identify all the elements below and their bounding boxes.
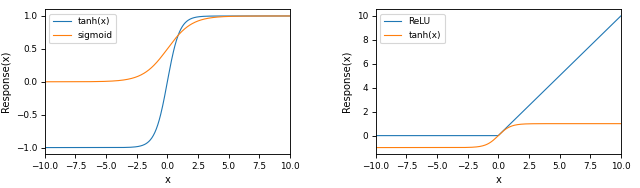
sigmoid — [242, 15, 250, 17]
Line: tanh(x): tanh(x) — [45, 16, 290, 148]
Legend: ReLU, tanh(x): ReLU, tanh(x) — [380, 14, 445, 43]
ReLU — [490, 134, 497, 137]
ReLU — [518, 112, 525, 114]
tanh(x) — [573, 123, 580, 125]
sigmoid — [286, 15, 294, 17]
X-axis label: x: x — [164, 175, 170, 185]
tanh(x) — [280, 15, 288, 17]
tanh(x) — [187, 18, 195, 20]
Line: ReLU: ReLU — [376, 16, 621, 136]
ReLU — [611, 21, 619, 23]
Line: sigmoid: sigmoid — [45, 16, 290, 82]
tanh(x) — [157, 111, 165, 113]
Line: tanh(x): tanh(x) — [376, 124, 621, 148]
tanh(x) — [159, 105, 166, 107]
ReLU — [573, 58, 580, 60]
tanh(x) — [41, 146, 49, 149]
Y-axis label: Response(x): Response(x) — [342, 51, 352, 112]
ReLU — [617, 15, 625, 17]
tanh(x) — [490, 139, 497, 141]
tanh(x) — [611, 123, 619, 125]
tanh(x) — [488, 140, 496, 142]
sigmoid — [187, 23, 195, 26]
tanh(x) — [242, 15, 250, 17]
sigmoid — [157, 56, 165, 58]
tanh(x) — [518, 123, 525, 125]
ReLU — [488, 134, 496, 137]
tanh(x) — [173, 36, 181, 38]
Y-axis label: Response(x): Response(x) — [1, 51, 12, 112]
sigmoid — [280, 15, 288, 17]
tanh(x) — [286, 15, 294, 17]
ReLU — [372, 134, 380, 137]
sigmoid — [173, 35, 181, 37]
sigmoid — [159, 54, 166, 56]
tanh(x) — [504, 126, 512, 129]
ReLU — [504, 125, 512, 127]
tanh(x) — [617, 123, 625, 125]
X-axis label: x: x — [495, 175, 501, 185]
Legend: tanh(x), sigmoid: tanh(x), sigmoid — [49, 14, 116, 43]
sigmoid — [41, 81, 49, 83]
tanh(x) — [372, 146, 380, 149]
